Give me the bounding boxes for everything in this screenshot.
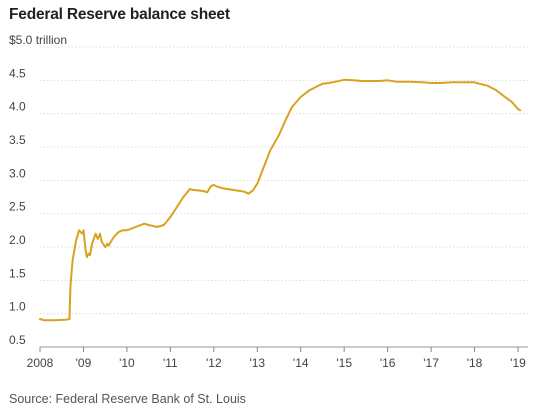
y-tick-label: 2.0	[9, 233, 26, 247]
x-tick-label: '16	[380, 356, 396, 370]
y-tick-label: $5.0 trillion	[9, 33, 67, 47]
x-tick-label: '09	[76, 356, 92, 370]
y-tick-label: 4.0	[9, 100, 26, 114]
balance-sheet-line	[39, 78, 522, 322]
x-tick-label: '19	[510, 356, 526, 370]
y-tick-label: 1.5	[9, 266, 26, 280]
x-tick-label: '18	[467, 356, 483, 370]
x-tick-label: '10	[119, 356, 135, 370]
y-tick-label: 1.0	[9, 300, 26, 314]
y-tick-label: 2.5	[9, 200, 26, 214]
x-tick-label: '13	[249, 356, 265, 370]
y-tick-label: 0.5	[9, 333, 26, 347]
source-note: Source: Federal Reserve Bank of St. Loui…	[9, 392, 246, 406]
x-tick-label: '15	[336, 356, 352, 370]
x-tick-label: '17	[423, 356, 439, 370]
y-axis-labels: 0.5 1.0 1.5 2.0 2.5 3.0 3.5 4.0 4.5 $5.0 trillion	[9, 33, 67, 347]
y-tick-label: 3.5	[9, 133, 26, 147]
x-tick-label: 2008	[27, 356, 54, 370]
x-tick-label: '14	[293, 356, 309, 370]
x-axis-labels: 2008 '09 '10 '11 '12 '13 '14 '15 '16 '17 '18 '19	[27, 356, 526, 370]
x-tick-label: '12	[206, 356, 222, 370]
gridlines	[40, 46, 528, 315]
y-tick-label: 3.0	[9, 166, 26, 180]
chart-title: Federal Reserve balance sheet	[9, 6, 230, 23]
y-tick-label: 4.5	[9, 66, 26, 80]
x-tick-label: '11	[163, 356, 178, 370]
x-axis-ticks	[39, 347, 519, 352]
